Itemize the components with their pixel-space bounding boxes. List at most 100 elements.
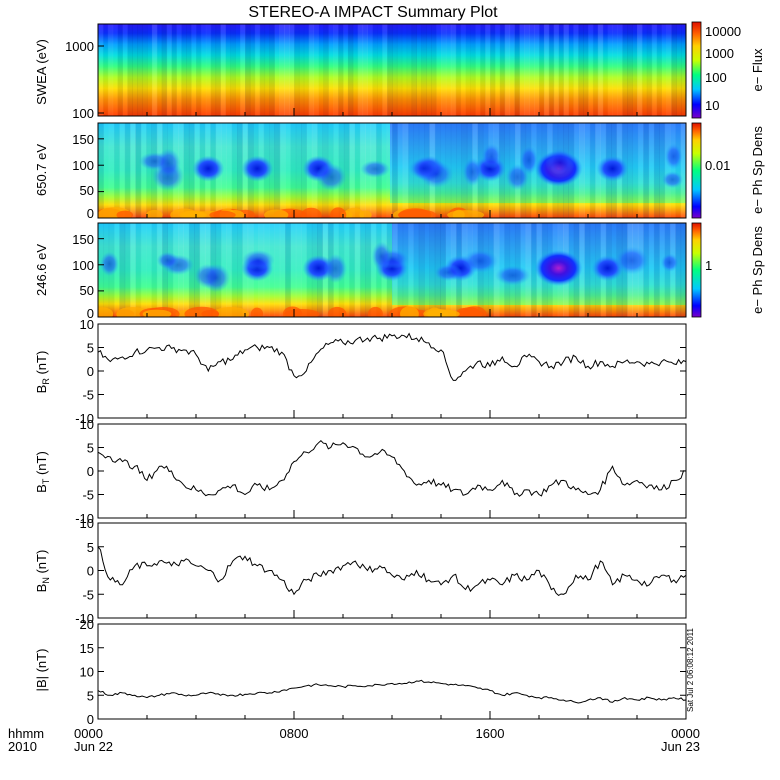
pad-stripe <box>124 223 131 317</box>
swea-stripe <box>671 24 677 116</box>
swea-stripe <box>666 24 672 116</box>
pad-stripe <box>530 223 537 317</box>
swea-stripe <box>200 24 207 116</box>
pad246-cbar-label: e− Ph Sp Dens <box>750 226 765 314</box>
pad-stripe <box>637 123 644 218</box>
swea-stripe <box>524 24 530 116</box>
bn-ytick-label: -5 <box>82 587 94 602</box>
pad-stripe <box>675 123 682 218</box>
swea-stripe <box>597 24 604 116</box>
pad-stripe <box>140 123 147 218</box>
pad-stripe <box>183 123 190 218</box>
pad-stripe <box>648 223 655 317</box>
pad-stripe <box>285 123 291 218</box>
xtick-label: 0800 <box>280 726 309 741</box>
swea-stripe <box>646 24 653 116</box>
swea-stripe <box>558 24 564 116</box>
swea-stripe <box>583 24 589 116</box>
swea-stripe <box>392 24 398 116</box>
pad-stripe <box>119 123 126 218</box>
pad-stripe <box>151 223 158 317</box>
swea-stripe <box>205 24 212 116</box>
swea-ylabel: SWEA (eV) <box>34 39 49 105</box>
pad-stripe <box>456 123 462 218</box>
bt-ytick-label: -10 <box>75 511 94 526</box>
swea-ytick-100: 100 <box>72 106 94 121</box>
swea-stripe <box>142 24 148 116</box>
xtick-label: 1600 <box>476 726 505 741</box>
swea-stripe <box>534 24 540 116</box>
pad-patch <box>495 265 531 286</box>
pad-stripe <box>274 223 281 317</box>
swea-stripe <box>661 24 667 116</box>
swea-stripe <box>426 24 432 116</box>
swea-stripe <box>196 24 202 116</box>
pad-patch <box>481 143 502 170</box>
swea-stripe <box>225 24 231 116</box>
pad-stripe <box>664 123 671 218</box>
br-ytick-label: -10 <box>75 411 94 426</box>
pad-stripe <box>659 223 666 317</box>
pad-stripe <box>632 123 639 218</box>
swea-stripe <box>313 24 319 116</box>
swea-stripe <box>318 24 324 116</box>
pad650-ytick-0: 0 <box>87 206 94 221</box>
bn-ylabel: BN (nT) <box>34 550 51 593</box>
pad-burst <box>367 306 383 317</box>
pad-patch <box>519 145 539 175</box>
pad-stripe <box>279 223 286 317</box>
pad-stripe <box>653 223 660 317</box>
swea-stripe <box>289 24 295 116</box>
swea-stripe <box>592 24 599 116</box>
swea-stripe <box>627 24 633 116</box>
bn-ytick-label: 5 <box>87 540 94 555</box>
swea-stripe <box>308 24 315 116</box>
plot-title: STEREO-A IMPACT Summary Plot <box>248 4 498 21</box>
pad-patch <box>156 148 181 179</box>
pad-burst <box>179 210 205 218</box>
pad-stripe <box>98 123 104 218</box>
swea-stripe <box>191 24 197 116</box>
pad-stripe <box>135 123 142 218</box>
swea-stripe <box>637 24 643 116</box>
pad-patch <box>408 157 440 180</box>
br-ytick-label: 10 <box>80 317 94 332</box>
swea-stripe <box>328 24 334 116</box>
pad-stripe <box>226 223 233 317</box>
pad-stripe <box>392 123 398 218</box>
pad-depletion <box>596 155 629 182</box>
br-frame <box>97 323 687 419</box>
pad-stripe <box>295 223 302 317</box>
xtick-date-label: Jun 23 <box>661 739 700 754</box>
pad-stripe <box>669 123 676 218</box>
pad-stripe <box>504 123 511 218</box>
swea-stripe <box>186 24 192 116</box>
swea-cbar-tick-1000: 1000 <box>705 46 734 61</box>
pad-stripe <box>124 123 131 218</box>
bt-series-line <box>97 440 687 497</box>
pad-stripe <box>349 223 356 317</box>
pad246-panel: 150 100 50 0 246.6 eV 1 e− Ph Sp Dens <box>34 222 765 321</box>
swea-stripe <box>578 24 584 116</box>
pad-patch <box>323 253 348 284</box>
swea-stripe <box>421 24 427 116</box>
swea-stripe <box>230 24 236 116</box>
pad-stripe <box>397 123 404 218</box>
pad246-ytick-100: 100 <box>72 258 94 273</box>
swea-cbar-tick-10: 10 <box>705 98 719 113</box>
swea-stripe <box>676 24 682 116</box>
swea-stripe <box>460 24 466 116</box>
swea-stripe <box>102 24 109 116</box>
swea-stripe <box>436 24 442 116</box>
pad650-ylabel: 650.7 eV <box>34 144 49 196</box>
swea-stripe <box>112 24 119 116</box>
pad-stripe <box>114 123 120 218</box>
pad-stripe <box>98 223 104 317</box>
pad650-cbar-label: e− Ph Sp Dens <box>750 126 765 214</box>
pad650-ytick-50: 50 <box>80 183 94 198</box>
pad-stripe <box>274 123 281 218</box>
bmag-series-line <box>97 679 687 704</box>
bt-ytick-label: 5 <box>87 441 94 456</box>
